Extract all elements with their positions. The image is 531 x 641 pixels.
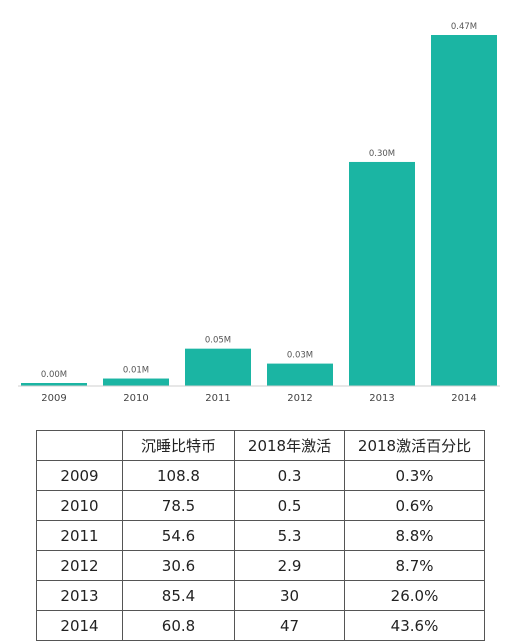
data-table-container: 沉睡比特币 2018年激活 2018激活百分比 2009 108.8 0.3 0… (36, 430, 485, 641)
table-cell-year: 2014 (36, 610, 123, 641)
table-cell-year: 2011 (36, 520, 123, 551)
table-cell-year: 2010 (36, 490, 123, 521)
data-label-2012: 0.03M (287, 351, 313, 361)
data-label-2013: 0.30M (369, 149, 395, 159)
bar-2009 (21, 383, 87, 386)
table-cell-year: 2013 (36, 580, 123, 611)
bars-group (21, 35, 497, 386)
table-cell-dormant: 78.5 (122, 490, 235, 521)
data-label-2009: 0.00M (41, 370, 67, 380)
x-tick-labels-group: 2009 2010 2011 2012 2013 2014 (41, 393, 476, 404)
table-row: 2013 85.4 30 26.0% (36, 580, 485, 611)
table-cell-activated: 0.3 (234, 460, 345, 491)
bar-2010 (103, 378, 169, 386)
x-tick-label-2012: 2012 (287, 393, 312, 404)
table-cell-year: 2012 (36, 550, 123, 581)
data-labels-group: 0.00M 0.01M 0.05M 0.03M 0.30M 0.47M (41, 22, 477, 380)
data-label-2011: 0.05M (205, 336, 231, 346)
data-label-2010: 0.01M (123, 366, 149, 376)
table-row: 2012 30.6 2.9 8.7% (36, 550, 485, 581)
table-cell-activated: 0.5 (234, 490, 345, 521)
data-table: 沉睡比特币 2018年激活 2018激活百分比 2009 108.8 0.3 0… (36, 430, 485, 641)
table-cell-activated: 5.3 (234, 520, 345, 551)
x-tick-label-2011: 2011 (205, 393, 230, 404)
table-header-row: 沉睡比特币 2018年激活 2018激活百分比 (36, 430, 485, 461)
table-cell-percent: 0.3% (344, 460, 485, 491)
table-row: 2014 60.8 47 43.6% (36, 610, 485, 641)
bar-2011 (185, 348, 251, 386)
table-row: 2009 108.8 0.3 0.3% (36, 460, 485, 491)
table-row: 2011 54.6 5.3 8.8% (36, 520, 485, 551)
table-cell-year: 2009 (36, 460, 123, 491)
table-cell-percent: 43.6% (344, 610, 485, 641)
bar-2013 (349, 161, 415, 386)
table-cell-dormant: 60.8 (122, 610, 235, 641)
x-tick-label-2009: 2009 (41, 393, 66, 404)
table-cell-activated: 30 (234, 580, 345, 611)
table-cell-activated: 2.9 (234, 550, 345, 581)
table-cell-percent: 8.8% (344, 520, 485, 551)
table-cell-dormant: 85.4 (122, 580, 235, 611)
table-cell-dormant: 30.6 (122, 550, 235, 581)
x-tick-label-2010: 2010 (123, 393, 148, 404)
table-cell-activated: 47 (234, 610, 345, 641)
table-cell-percent: 26.0% (344, 580, 485, 611)
table-cell-percent: 8.7% (344, 550, 485, 581)
table-cell-dormant: 54.6 (122, 520, 235, 551)
table-row: 2010 78.5 0.5 0.6% (36, 490, 485, 521)
data-label-2014: 0.47M (451, 22, 477, 32)
table-cell-percent: 0.6% (344, 490, 485, 521)
x-tick-label-2014: 2014 (451, 393, 476, 404)
table-cell-dormant: 108.8 (122, 460, 235, 491)
header-cell-dormant-bitcoin: 沉睡比特币 (122, 430, 235, 461)
x-tick-label-2013: 2013 (369, 393, 394, 404)
header-cell-activated-2018: 2018年激活 (234, 430, 345, 461)
header-cell-year (36, 430, 123, 461)
bar-2012 (267, 363, 333, 386)
bar-2014 (431, 35, 497, 386)
header-cell-activated-percent-2018: 2018激活百分比 (344, 430, 485, 461)
